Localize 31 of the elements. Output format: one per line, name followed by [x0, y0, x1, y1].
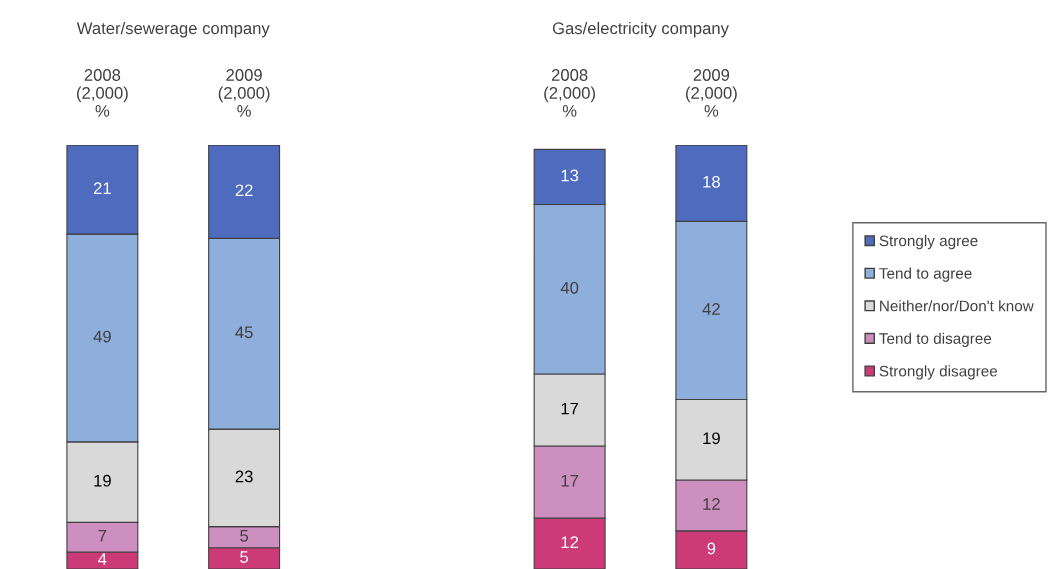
legend-label: Tend to disagree [879, 332, 992, 347]
data-label: 42 [702, 303, 720, 315]
data-label: 7 [98, 530, 107, 542]
x-tick-label: 2008 (2,000) % [544, 69, 595, 117]
data-label: 22 [235, 184, 253, 197]
data-label: 9 [707, 542, 716, 555]
data-label: 19 [94, 474, 111, 487]
data-label: 23 [235, 470, 253, 483]
x-tick-label: 2009 (2,000) % [686, 69, 737, 117]
data-label: 45 [235, 326, 253, 339]
data-label: 12 [561, 536, 579, 548]
data-label: 12 [703, 498, 720, 510]
chart-title: Gas/electricity company [552, 21, 729, 38]
chart-title: Water/sewerage company [76, 21, 270, 38]
data-label: 4 [98, 553, 107, 565]
data-label: 19 [703, 432, 720, 445]
data-label: 49 [93, 330, 111, 343]
data-label: 5 [240, 551, 249, 563]
x-tick-label: 2008 (2,000) % [77, 69, 128, 117]
x-tick-label: 2009 (2,000) % [218, 69, 270, 117]
data-label: 40 [560, 281, 579, 294]
data-label: 13 [561, 169, 579, 182]
legend-label: Strongly agree [879, 234, 978, 250]
legend-label: Strongly disagree [879, 365, 998, 380]
data-label: 18 [703, 175, 720, 188]
legend-label: Tend to agree [879, 267, 972, 282]
data-label: 5 [240, 530, 249, 542]
data-label: 21 [93, 182, 111, 194]
data-label: 17 [561, 402, 579, 415]
data-label: 17 [561, 474, 579, 487]
legend-label: Neither/nor/Don't know [880, 300, 1034, 312]
